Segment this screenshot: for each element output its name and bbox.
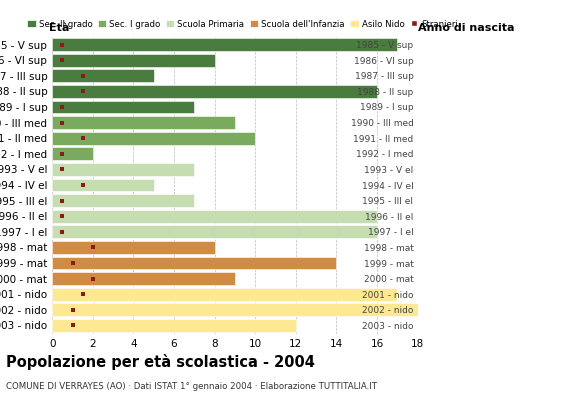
Bar: [52, 194, 194, 207]
Bar: [52, 319, 296, 332]
Bar: [52, 163, 194, 176]
Bar: [52, 38, 397, 51]
Bar: [52, 257, 336, 270]
Bar: [52, 210, 377, 223]
Bar: [52, 226, 377, 238]
Bar: [52, 85, 377, 98]
Text: COMUNE DI VERRAYES (AO) · Dati ISTAT 1° gennaio 2004 · Elaborazione TUTTITALIA.I: COMUNE DI VERRAYES (AO) · Dati ISTAT 1° …: [6, 382, 377, 391]
Text: Età: Età: [49, 23, 69, 33]
Bar: [52, 100, 194, 113]
Bar: [52, 69, 154, 82]
Text: Popolazione per età scolastica - 2004: Popolazione per età scolastica - 2004: [6, 354, 315, 370]
Text: Anno di nascita: Anno di nascita: [418, 23, 514, 33]
Bar: [52, 116, 235, 129]
Bar: [52, 132, 255, 144]
Bar: [52, 304, 418, 316]
Bar: [52, 179, 154, 191]
Bar: [52, 241, 215, 254]
Bar: [52, 272, 235, 285]
Legend: Sec. II grado, Sec. I grado, Scuola Primaria, Scuola dell'Infanzia, Asilo Nido, : Sec. II grado, Sec. I grado, Scuola Prim…: [27, 20, 458, 29]
Bar: [52, 147, 93, 160]
Bar: [52, 54, 215, 66]
Bar: [52, 288, 397, 301]
